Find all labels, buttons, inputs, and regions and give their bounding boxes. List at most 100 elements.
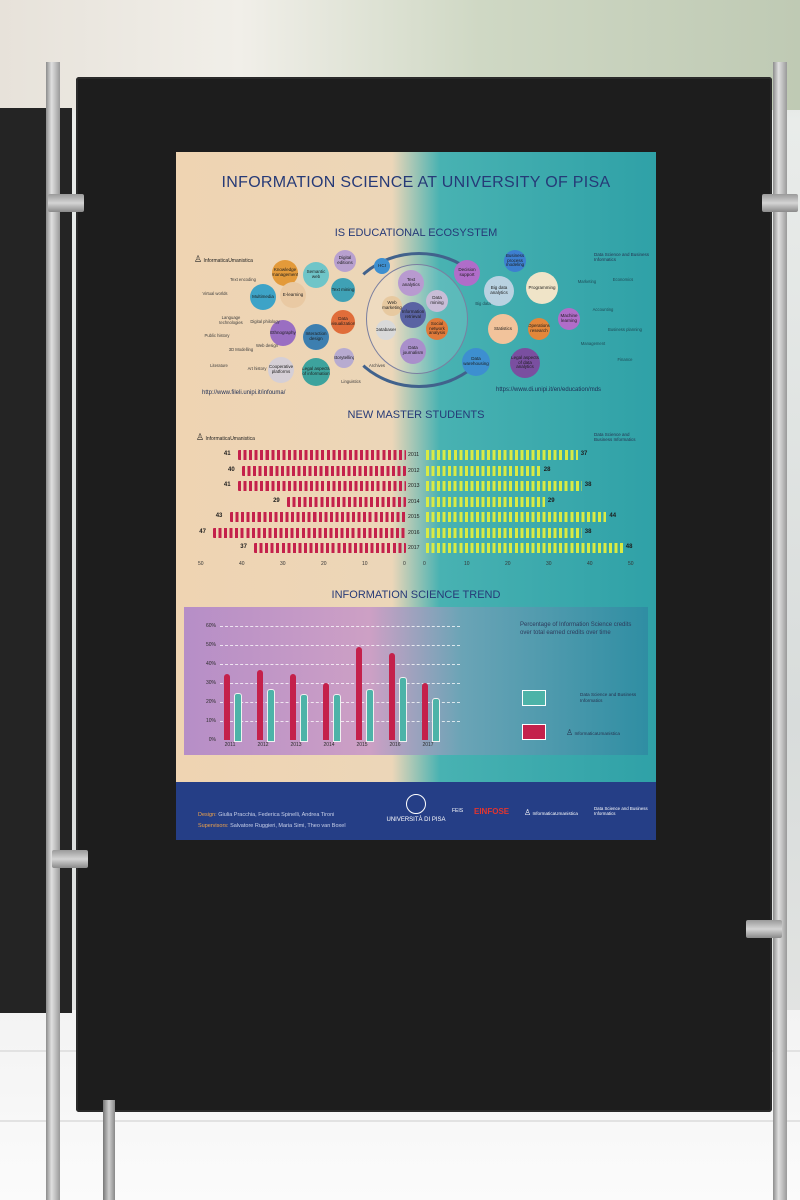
footer-infouma-text: InformaticaUmanistica — [532, 811, 578, 816]
student-count-dsbi: 37 — [580, 451, 588, 457]
trend-x-tick: 2016 — [389, 742, 401, 748]
student-bar-dsbi — [426, 450, 578, 460]
trend-gridline — [220, 626, 460, 627]
trend-y-tick: 30% — [205, 680, 216, 686]
ecosystem-topic-label: Web design — [255, 343, 279, 348]
student-count-dsbi: 38 — [584, 482, 592, 488]
left-leg — [103, 1100, 115, 1200]
ecosystem-topic-label: Management — [580, 341, 606, 346]
ecosystem-topic-label: Archives — [368, 363, 386, 368]
trend-y-tick: 60% — [205, 623, 216, 629]
student-bar-dsbi — [426, 543, 623, 553]
ecosystem-topic: Text analytics — [398, 270, 424, 296]
trend-x-tick: 2017 — [422, 742, 434, 748]
ecosystem-topic: Decision support — [454, 260, 480, 286]
students-axis-tick: 0 — [423, 561, 426, 567]
ecosystem-topic-label: Public history — [204, 333, 230, 338]
ecosystem-topic-label: Big data — [475, 301, 491, 306]
ecosystem-topic: Social network analysis — [426, 318, 448, 340]
students-axis-tick: 40 — [587, 561, 593, 567]
ecosystem-topic: Data mining — [426, 290, 448, 312]
student-bar-dsbi — [426, 512, 607, 522]
ecosystem-topic: Operations research — [528, 318, 550, 340]
trend-bar-infouma — [290, 673, 296, 740]
infouma-logo-icon: ♙ — [524, 808, 532, 817]
ecosystem-topic: Information retrieval — [400, 302, 426, 328]
ecosystem-topic: HCI — [374, 258, 390, 274]
poster-footer: Design: Giulia Pracchia, Federica Spinel… — [176, 782, 656, 840]
ecosystem-topic: Databases — [376, 320, 396, 340]
credit-supervisors-names: Salvatore Ruggieri, Maria Simi, Theo van… — [230, 823, 346, 829]
credit-supervisors: Supervisors: Salvatore Ruggieri, Maria S… — [198, 823, 346, 829]
ecosystem-topic-label: 3D Modelling — [228, 347, 254, 352]
infouma-logo-icon: ♙ — [196, 432, 205, 442]
trend-bar-infouma — [257, 669, 263, 740]
students-axis-tick: 30 — [280, 561, 286, 567]
student-bar-infouma — [287, 496, 406, 507]
student-count-infouma: 47 — [199, 528, 206, 535]
einfose-logo: EINFOSE — [474, 807, 510, 816]
footer-dsbi-logo: Data Science and Business Informatics — [594, 806, 648, 816]
student-count-dsbi: 38 — [584, 528, 592, 535]
ecosystem-topic: Digital editions — [334, 250, 356, 272]
left-pole — [46, 62, 60, 1200]
trend-gridline — [220, 645, 460, 646]
ecosystem-topic-label: Literature — [210, 363, 228, 368]
left-bottom-clamp — [52, 850, 88, 868]
infouma-logo-icon: ♙ — [566, 728, 574, 737]
ecosystem-topic: Semantic web — [303, 262, 329, 288]
student-bar-dsbi — [426, 527, 582, 538]
student-count-dsbi: 29 — [547, 497, 555, 504]
ecosystem-arc-bottom — [341, 252, 497, 388]
ecosystem-topic: Knowledge management — [272, 260, 298, 286]
students-title: NEW MASTER STUDENTS — [347, 409, 485, 421]
right-top-clamp — [762, 194, 798, 212]
poster-title: INFORMATION SCIENCE AT UNIVERSITY OF PIS… — [221, 174, 611, 191]
trend-gridline — [220, 664, 460, 665]
student-year: 2015 — [408, 514, 420, 520]
ecosystem-topic: Big data analytics — [484, 276, 514, 306]
trend-y-tick: 20% — [205, 699, 216, 705]
ecosystem-topic: Legal aspects of information — [302, 358, 330, 386]
legend-red-text: InformaticaUmanistica — [574, 731, 620, 736]
credit-design-names: Giulia Pracchia, Federica Spinelli, Andr… — [218, 812, 335, 818]
trend-bar-dsbi — [333, 694, 341, 742]
ecosystem-topic: Interaction design — [303, 324, 329, 350]
ecosystem-topic: Data journalism — [400, 338, 426, 364]
credit-supervisors-label: Supervisors: — [198, 823, 229, 829]
ecosystem-topic-label: Finance — [617, 357, 633, 362]
student-year: 2011 — [408, 452, 420, 458]
ecosystem-topic: Business process modeling — [504, 250, 526, 272]
students-axis-tick: 50 — [628, 561, 634, 567]
ecosystem-topic-label: Marketing — [577, 279, 597, 284]
student-year: 2017 — [408, 545, 420, 551]
students-axis-tick: 10 — [464, 561, 470, 567]
left-top-clamp — [48, 194, 84, 212]
ecosystem-topic: Data visualization — [331, 310, 355, 334]
student-count-infouma: 41 — [223, 451, 231, 457]
student-bar-infouma — [229, 512, 406, 522]
ecosystem-topic-label: Digital philology — [250, 319, 280, 324]
ecosystem-topic-label: Economics — [612, 277, 634, 282]
legend-red-label: ♙ InformaticaUmanistica — [566, 728, 646, 738]
ecosystem-topic-label: Language technologies — [219, 315, 243, 325]
trend-bar-infouma — [389, 652, 395, 740]
trend-bar-dsbi — [366, 688, 374, 742]
url-right[interactable]: https://www.di.unipi.it/en/education/mds — [496, 387, 602, 393]
legend-red-swatch — [522, 724, 546, 740]
unipi-logo: UNIVERSITÀ DI PISA — [376, 794, 456, 823]
students-axis-tick: 0 — [403, 561, 406, 567]
ecosystem-topic: Storytelling — [334, 348, 354, 368]
student-count-dsbi: 28 — [543, 466, 551, 473]
legend-teal-swatch — [522, 690, 546, 706]
back-display-board — [0, 108, 72, 1013]
trend-y-tick: 10% — [205, 718, 216, 724]
infouma-logo-icon: ♙ — [194, 254, 203, 264]
unipi-seal-icon — [406, 794, 426, 814]
trend-bar-dsbi — [432, 698, 440, 742]
ecosystem-topic: Multimedia — [250, 284, 276, 310]
url-left[interactable]: http://www.fileli.unipi.it/infouma/ — [202, 390, 286, 396]
students-axis-tick: 10 — [362, 561, 368, 567]
trend-bar-dsbi — [300, 694, 308, 742]
student-bar-dsbi — [426, 496, 545, 507]
